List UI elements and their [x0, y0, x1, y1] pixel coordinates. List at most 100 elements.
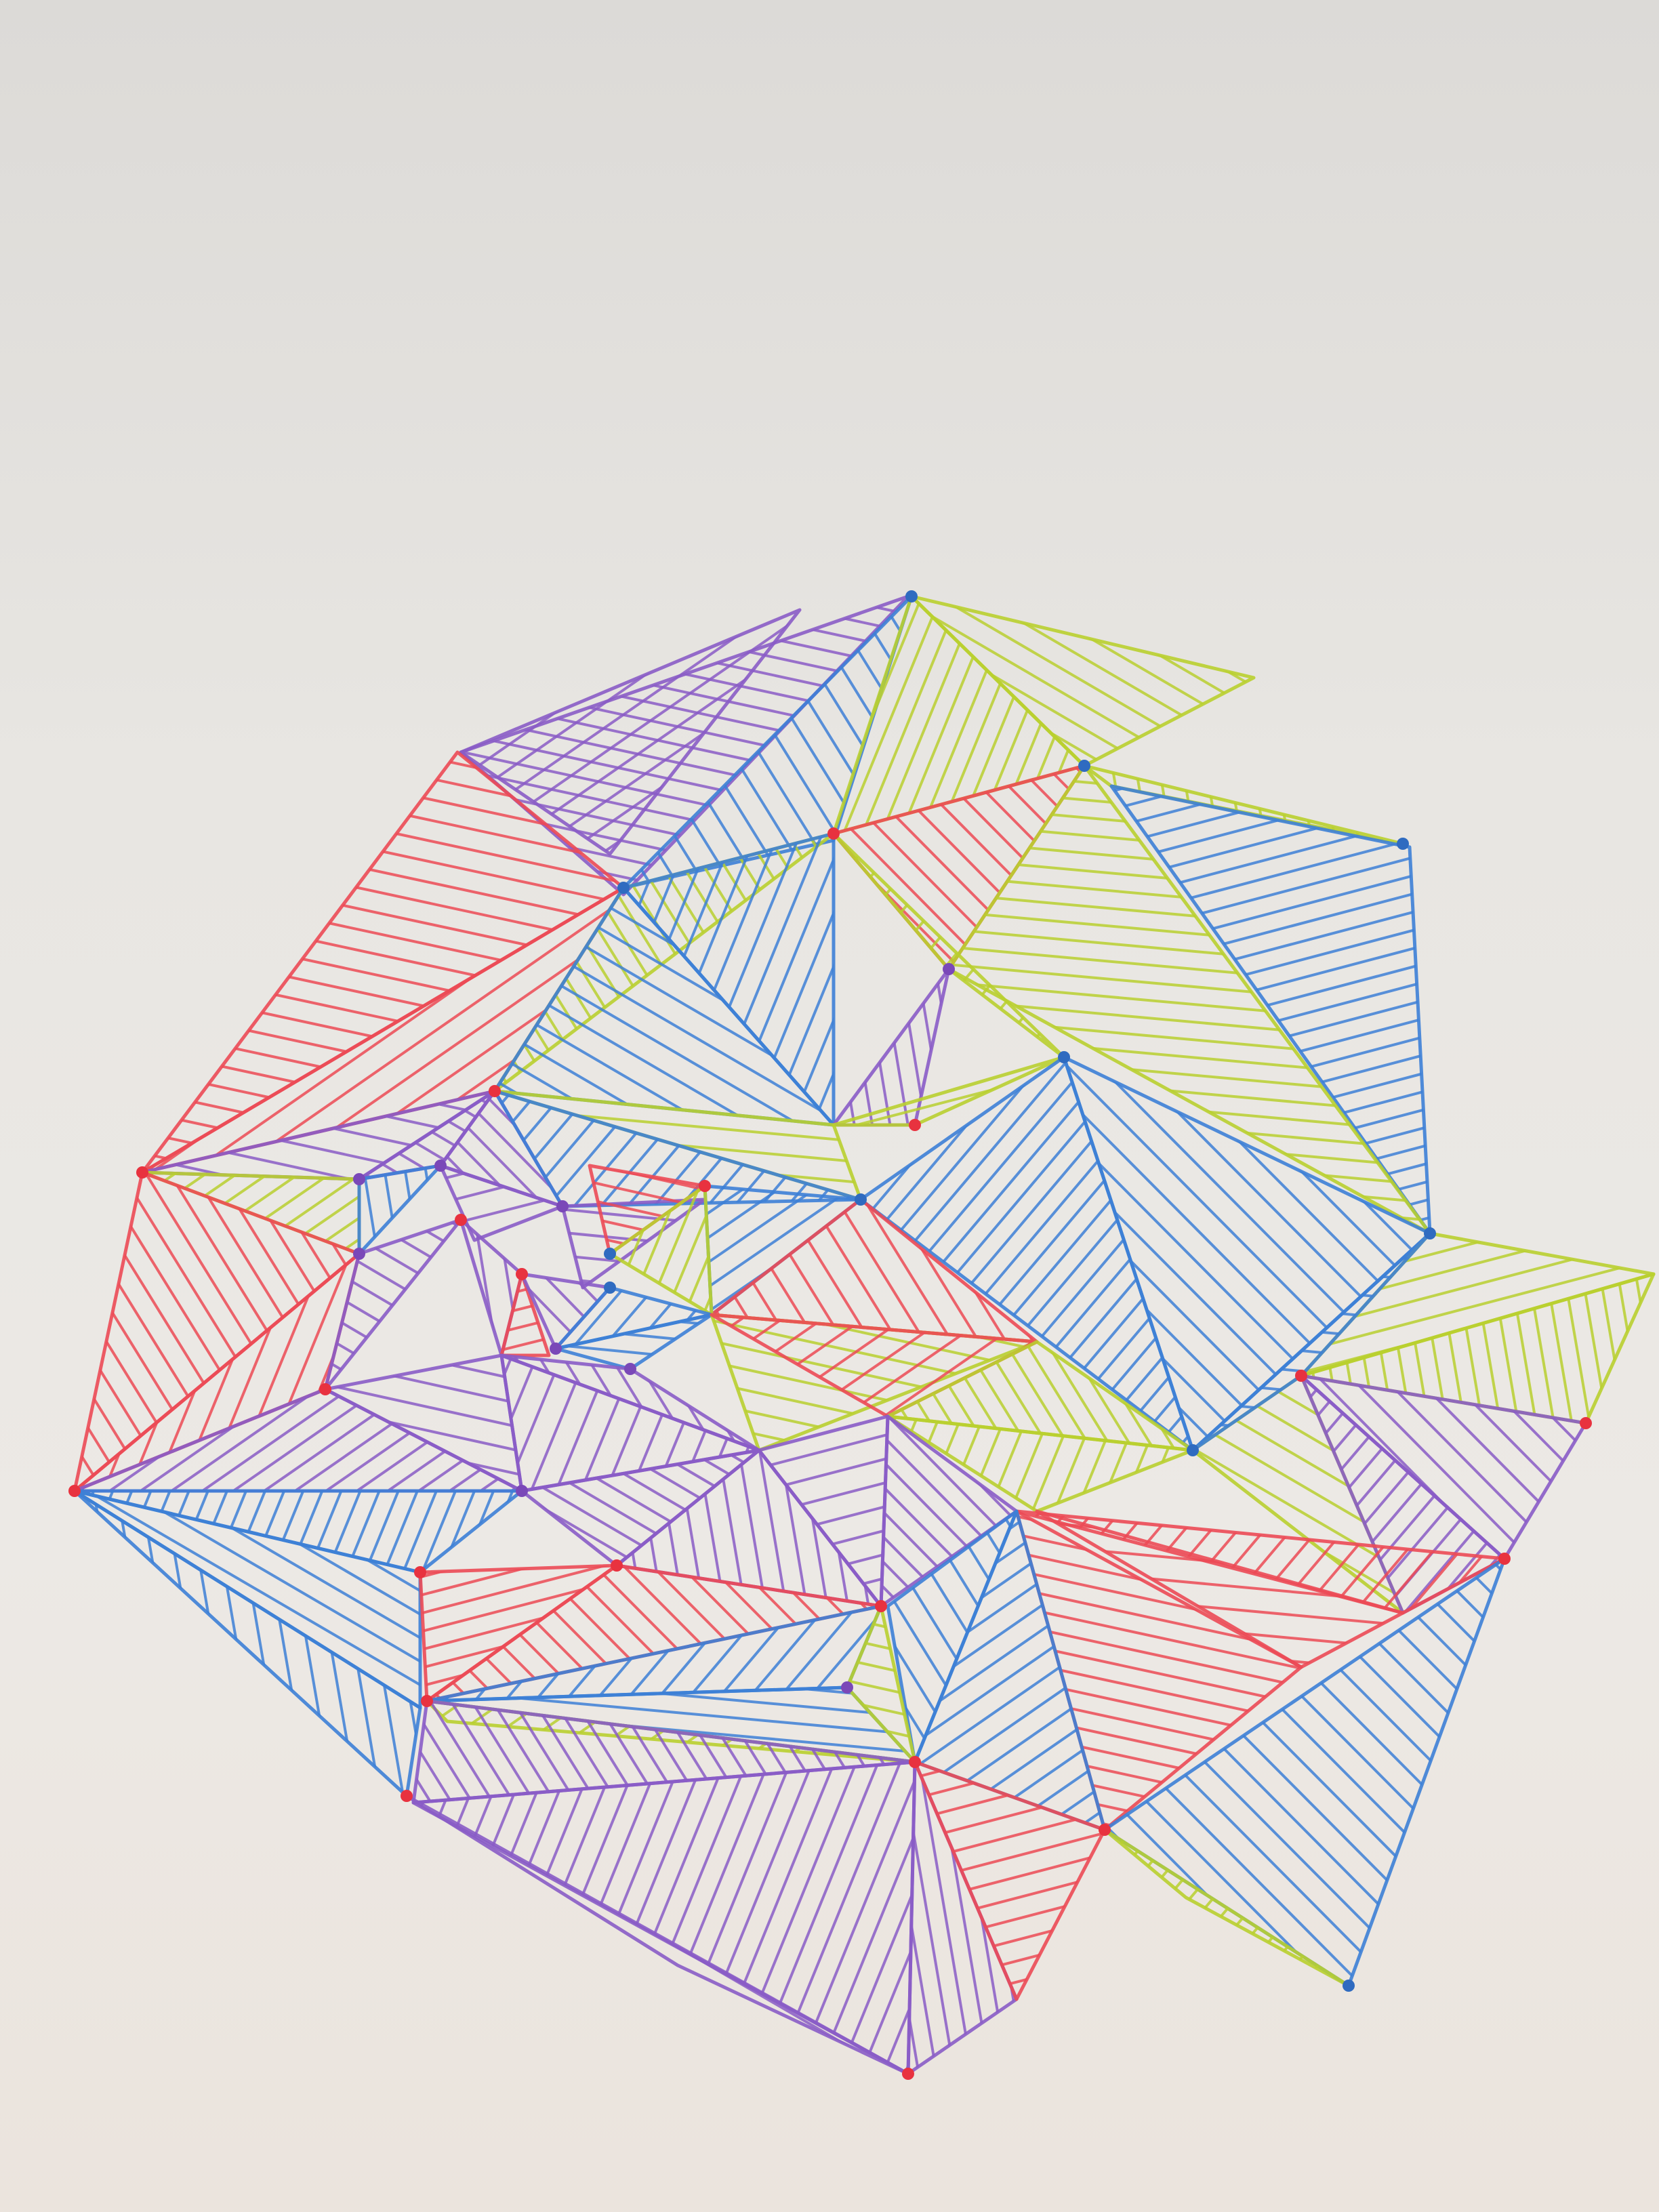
hatch-stroke — [1002, 1762, 1017, 2074]
hatch-stroke — [834, 791, 1034, 969]
hatch-stroke — [419, 1796, 908, 2048]
hatch-stroke — [1172, 1559, 1504, 1906]
hatch-stroke — [907, 1416, 1042, 1511]
hatch-stroke — [771, 956, 811, 1174]
hatch-stroke — [407, 1962, 815, 2074]
hatch-stroke — [1060, 1511, 1403, 1613]
hatch-stroke — [466, 1565, 821, 1701]
hatch-stroke — [949, 901, 1430, 967]
hatch-stroke — [0, 1102, 359, 1382]
hatch-stroke — [1301, 1233, 1645, 1241]
hatch-stroke — [915, 1973, 1105, 1999]
hatch-stroke — [759, 1443, 888, 1511]
vertex-dot — [855, 1193, 867, 1206]
hatch-stroke — [1017, 1778, 1301, 1830]
hatch-stroke — [142, 1091, 495, 1124]
hatch-stroke — [495, 923, 834, 1125]
hatch-stroke — [1347, 1274, 1419, 1423]
hatch-stroke — [1246, 1057, 1430, 1257]
hatch-stroke — [1286, 1559, 1504, 1792]
hatch-stroke — [539, 1701, 826, 1803]
hatch-stroke — [481, 1046, 888, 1084]
hatch-stroke — [651, 1515, 1023, 1596]
vertex-dot — [319, 1383, 331, 1395]
hatch-stroke — [1088, 1714, 1151, 2066]
hatch-stroke — [1386, 766, 1403, 844]
hatch-stroke — [1105, 1631, 1444, 1986]
hatch-stroke — [75, 1671, 332, 1708]
hatch-stroke — [705, 1186, 848, 1274]
hatch-stroke — [428, 1513, 947, 1560]
hatch-stroke — [1486, 1274, 1558, 1423]
hatch-stroke — [949, 1023, 1430, 1090]
hatch-stroke — [184, 924, 623, 1172]
hatch-stroke — [544, 1762, 780, 2074]
hatch-stroke — [407, 1922, 838, 2074]
hatch-stroke — [509, 1701, 796, 1803]
hatch-stroke — [75, 1254, 110, 1484]
hatch-stroke — [945, 1416, 1080, 1511]
hatch-stroke — [142, 888, 471, 979]
hatched-triangle — [1299, 1374, 1507, 1615]
hatch-stroke — [75, 1211, 220, 1491]
triangle-edge — [73, 1170, 361, 1493]
hatch-stroke — [75, 1491, 420, 1699]
hatch-stroke — [796, 1200, 1001, 1342]
hatch-stroke — [198, 943, 623, 1172]
hatch-stroke — [1111, 844, 1430, 995]
hatch-stroke — [443, 1361, 530, 1842]
triangle-edge — [1035, 1509, 1405, 1669]
hatch-stroke — [239, 1491, 325, 1796]
hatch-stroke — [966, 922, 1064, 1057]
hatch-stroke — [180, 1191, 359, 1254]
hatch-stroke — [796, 857, 834, 1125]
hatch-stroke — [966, 1762, 1017, 2074]
hatch-stroke — [1149, 1193, 1497, 1226]
hatch-stroke — [1624, 1274, 1654, 1423]
hatch-stroke — [1520, 1274, 1593, 1423]
hatch-stroke — [463, 428, 1016, 547]
hatch-stroke — [115, 1172, 357, 1491]
hatch-stroke — [1111, 912, 1430, 1063]
hatch-stroke — [811, 1763, 874, 2115]
hatch-stroke — [195, 1491, 381, 1572]
hatch-stroke — [407, 1822, 895, 2074]
triangle-edge — [499, 1272, 551, 1357]
hatch-stroke — [1107, 1559, 1504, 1971]
hatch-stroke — [945, 1342, 1132, 1450]
hatch-stroke — [461, 610, 699, 696]
hatch-stroke — [960, 1342, 1147, 1450]
vertex-dot — [1397, 838, 1409, 850]
triangle-edge — [1103, 1557, 1507, 1988]
hatch-stroke — [682, 1450, 742, 1606]
hatch-stroke — [461, 610, 746, 762]
hatch-stroke — [622, 1450, 682, 1606]
hatch-stroke — [941, 1121, 1193, 1450]
hatch-stroke — [0, 1184, 647, 1324]
hatch-stroke — [896, 863, 1064, 1057]
hatched-triangle — [1299, 1272, 1656, 1425]
hatch-stroke — [1006, 596, 1254, 610]
hatch-stroke — [915, 1576, 1105, 1807]
hatch-stroke — [493, 1701, 915, 1762]
hatch-stroke — [881, 1475, 983, 1606]
hatch-stroke — [140, 1389, 522, 1491]
hatch-stroke — [1305, 1350, 1654, 1376]
hatched-triangle — [1103, 1557, 1507, 1988]
hatch-stroke — [834, 596, 925, 834]
hatch-stroke — [461, 610, 722, 729]
triangle-edge — [357, 1164, 443, 1256]
hatch-stroke — [391, 1934, 910, 1982]
hatch-stroke — [261, 1491, 447, 1572]
hatch-stroke — [85, 1254, 239, 1491]
hatch-stroke — [1064, 1163, 1336, 1450]
hatch-stroke — [834, 969, 845, 1125]
hatch-stroke — [142, 888, 497, 1017]
hatch-stroke — [739, 834, 834, 1125]
hatch-stroke — [461, 610, 800, 846]
hatch-stroke — [487, 1762, 723, 2074]
hatch-stroke — [758, 1200, 962, 1342]
hatch-stroke — [470, 1220, 502, 1355]
hatch-stroke — [834, 1057, 1064, 1097]
hatched-triangle — [886, 1414, 1195, 1513]
